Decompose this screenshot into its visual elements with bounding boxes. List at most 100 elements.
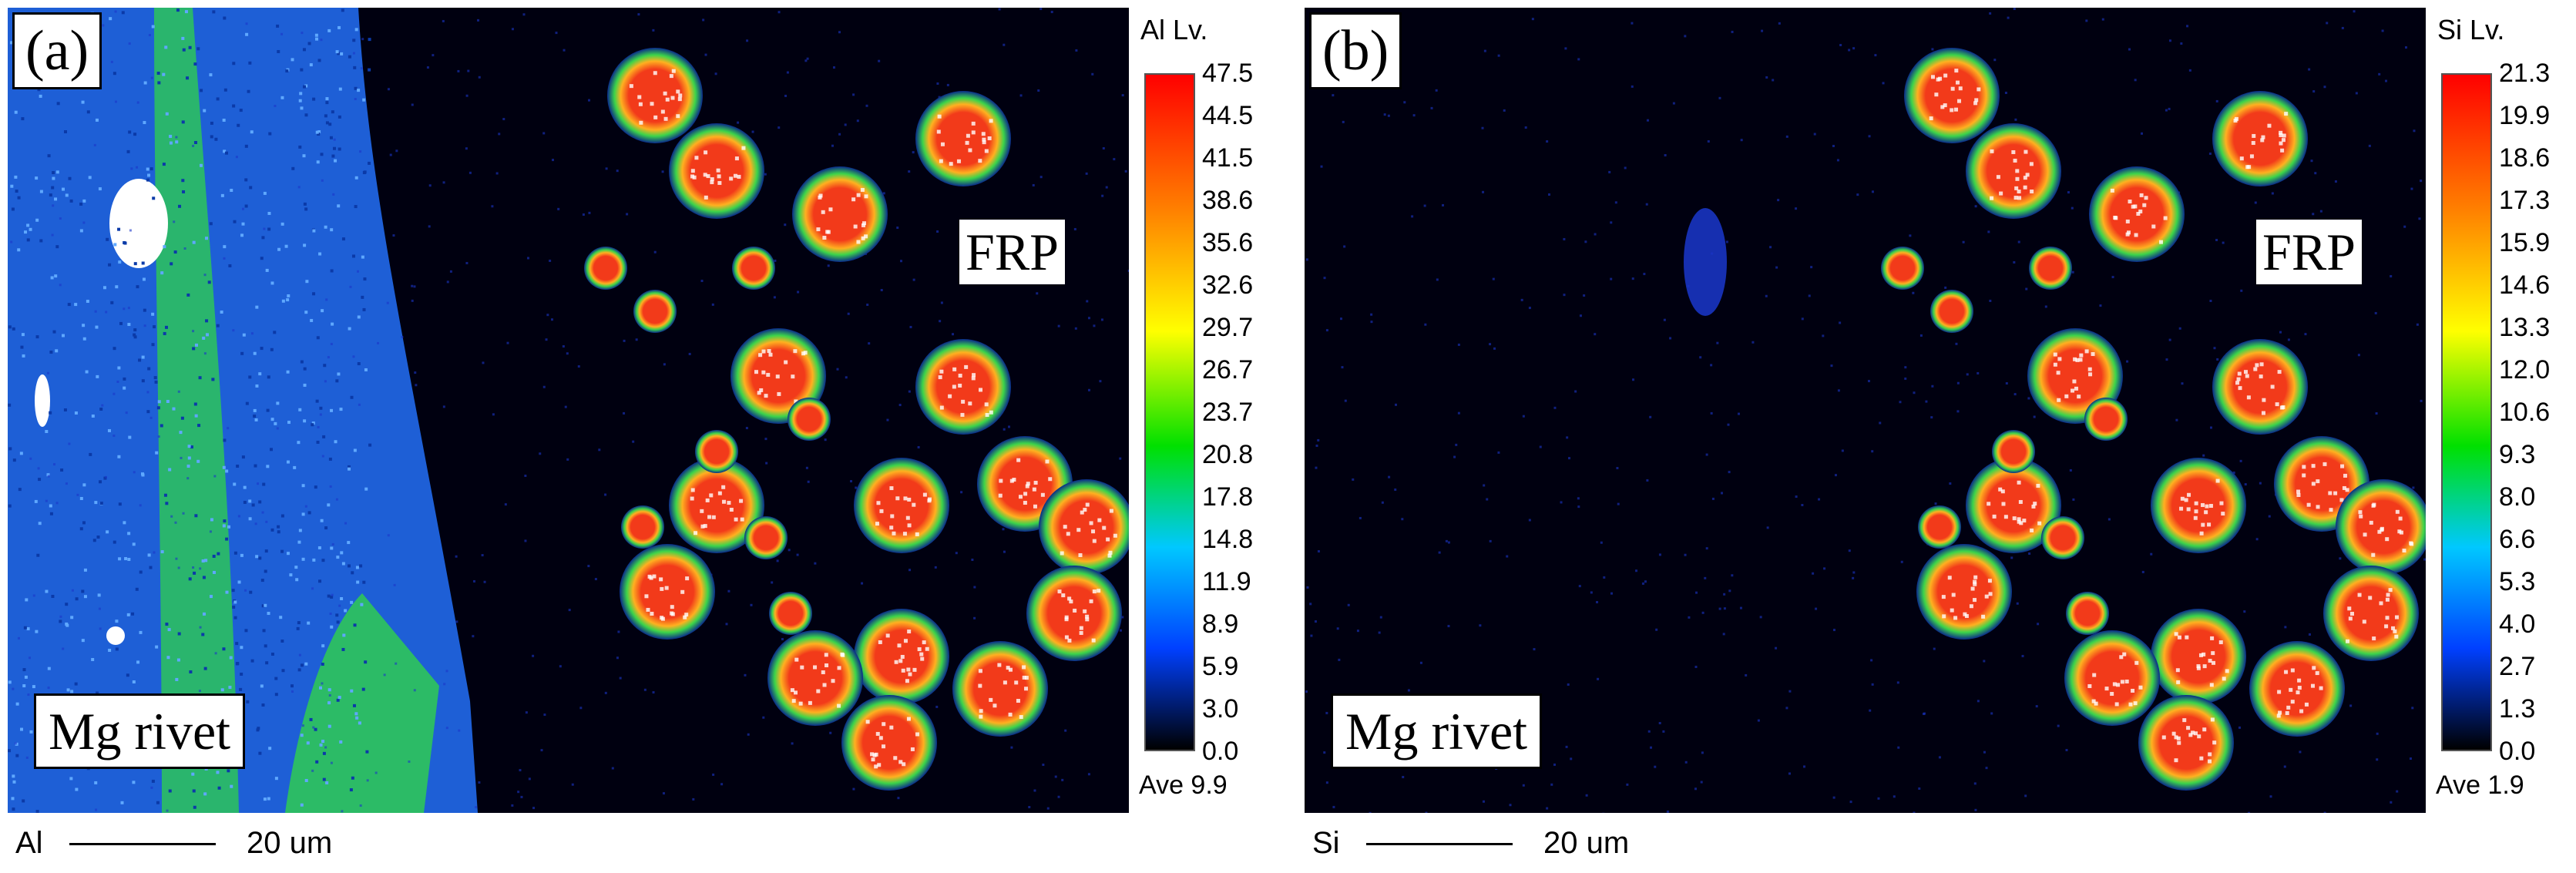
rivet-speckle [20, 727, 24, 731]
background-speckle [2150, 552, 2153, 556]
rivet-speckle [203, 667, 207, 670]
rivet-speckle [115, 285, 119, 289]
fiber-highlight [2388, 588, 2393, 593]
background-speckle [868, 342, 871, 345]
rivet-speckle [211, 378, 215, 381]
fiber-highlight [2188, 733, 2193, 737]
rivet-speckle [74, 411, 78, 415]
fiber-highlight [2399, 530, 2403, 535]
fiber-highlight [1064, 635, 1069, 640]
fiber-particle [841, 695, 937, 791]
fiber-highlight [903, 496, 908, 501]
background-speckle [1482, 190, 1485, 193]
background-speckle [113, 434, 116, 437]
background-speckle [1325, 781, 1328, 784]
background-speckle [331, 593, 334, 596]
background-speckle [1834, 474, 1837, 477]
scale-tick-label: 10.6 [2499, 398, 2551, 427]
fiber-highlight [1934, 92, 1939, 97]
background-speckle [2255, 538, 2259, 541]
rivet-speckle [193, 402, 197, 406]
fiber-particle [669, 458, 764, 553]
rivet-speckle [143, 308, 146, 312]
background-speckle [192, 330, 195, 333]
fiber-highlight [1990, 149, 1994, 153]
rivet-speckle [24, 230, 28, 234]
background-speckle [577, 365, 580, 368]
fiber-highlight [768, 352, 773, 357]
fiber-highlight [878, 736, 883, 740]
fiber-highlight [861, 223, 865, 227]
rivet-speckle [340, 596, 344, 600]
fiber-highlight [1032, 487, 1036, 492]
background-speckle [1344, 399, 1347, 402]
fiber-highlight [737, 174, 741, 179]
background-speckle [1447, 541, 1450, 544]
fiber-highlight [2091, 352, 2095, 357]
fiber-highlight [1023, 501, 1027, 505]
fiber-highlight [729, 176, 734, 181]
background-speckle [2254, 201, 2257, 204]
rivet-speckle [119, 321, 123, 325]
fiber-highlight [2017, 517, 2021, 522]
fiber-highlight [2104, 687, 2109, 691]
fiber-highlight [694, 531, 698, 536]
background-speckle [1087, 388, 1090, 391]
rivet-speckle [182, 48, 186, 52]
background-speckle [2072, 498, 2075, 501]
background-speckle [1711, 497, 1715, 500]
background-speckle [411, 284, 414, 287]
rivet-speckle [45, 589, 49, 593]
background-speckle [1728, 589, 1731, 593]
background-speckle [1716, 341, 1719, 344]
fiber-highlight [1064, 615, 1069, 619]
rivet-speckle [335, 379, 339, 383]
rivet-speckle [233, 482, 237, 486]
fiber-highlight [1984, 594, 1989, 599]
background-speckle [2168, 107, 2171, 110]
background-speckle [2376, 758, 2379, 761]
fiber-highlight [703, 524, 707, 529]
rivet-speckle [261, 604, 265, 608]
background-speckle [806, 57, 809, 60]
rivet-speckle [151, 312, 155, 316]
background-speckle [1662, 730, 1665, 733]
background-speckle [2035, 705, 2038, 708]
fiber-highlight [2384, 624, 2389, 629]
background-speckle [2213, 347, 2216, 350]
fiber-highlight [871, 757, 875, 762]
rivet-speckle [248, 517, 252, 521]
background-speckle [2025, 287, 2028, 290]
rivet-speckle [36, 553, 40, 557]
background-speckle [2420, 180, 2423, 183]
rivet-speckle [286, 552, 290, 556]
rivet-speckle [65, 193, 69, 197]
rivet-speckle [315, 760, 319, 764]
background-speckle [652, 29, 655, 32]
background-speckle [71, 589, 74, 592]
rivet-speckle [338, 115, 341, 119]
fiber-highlight [2151, 224, 2156, 229]
background-speckle [1305, 258, 1308, 261]
background-speckle [1531, 18, 1534, 21]
rivet-speckle [155, 451, 159, 455]
fiber-highlight [961, 399, 966, 404]
background-speckle [2381, 29, 2384, 32]
rivet-speckle [332, 146, 336, 150]
rivet-speckle [368, 38, 371, 42]
background-speckle [2165, 358, 2168, 361]
rivet-speckle [193, 62, 197, 66]
fiber-highlight [971, 376, 976, 381]
background-speckle [829, 731, 832, 734]
background-speckle [1091, 72, 1094, 76]
fiber-highlight [2281, 405, 2285, 410]
rivet-speckle [309, 717, 313, 721]
fiber-highlight [1008, 667, 1013, 672]
rivet-speckle [320, 519, 324, 522]
rivet-speckle [364, 487, 368, 491]
background-speckle [1347, 603, 1350, 606]
fiber-highlight [2072, 379, 2077, 384]
rivet-speckle [184, 10, 188, 14]
fiber-highlight [2037, 521, 2042, 525]
background-speckle [571, 783, 574, 786]
